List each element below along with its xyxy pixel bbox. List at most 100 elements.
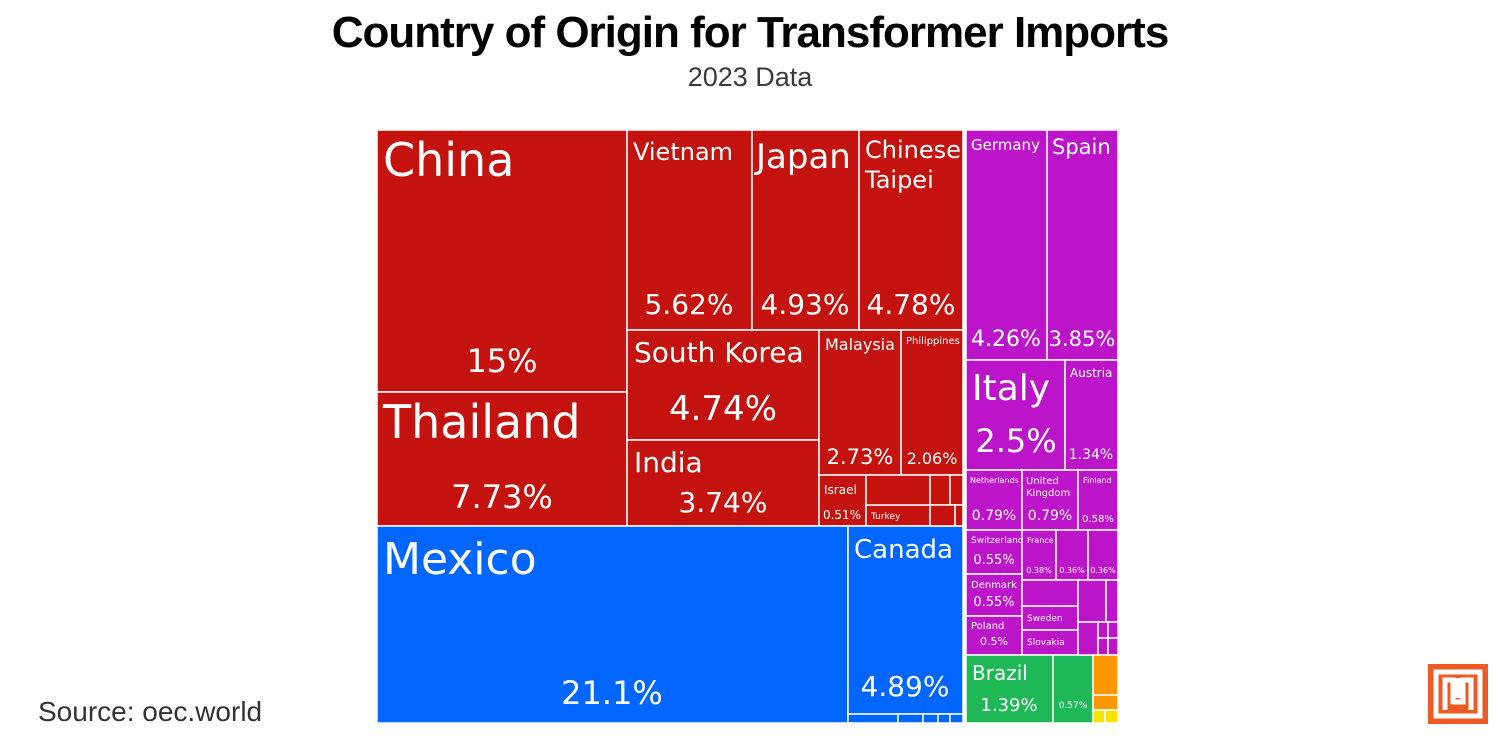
tile-label-poland: Poland bbox=[971, 621, 1004, 632]
tile-minor-africa-18 bbox=[1092, 654, 1119, 696]
tile-label-mexico: Mexico bbox=[383, 534, 537, 585]
tile-label-south-korea: South Korea bbox=[634, 336, 804, 369]
tile-value-philippines: 2.06% bbox=[907, 449, 958, 468]
tile-rect-netherlands bbox=[965, 469, 1023, 531]
tile-value-india: 3.74% bbox=[679, 486, 768, 519]
tile-sweden[interactable]: Sweden bbox=[1021, 605, 1079, 631]
tile-canada[interactable]: Canada 4.89% bbox=[847, 525, 964, 715]
tile-value-austria: 1.34% bbox=[1069, 447, 1113, 463]
tile-label-brazil: Brazil bbox=[972, 661, 1028, 685]
tile-minor-europe-14 bbox=[1097, 621, 1109, 639]
tile-rect-malaysia bbox=[818, 329, 902, 476]
tile-label-austria: Austria bbox=[1070, 366, 1112, 380]
tile-minor-europe-11 bbox=[1077, 579, 1107, 623]
tile-label-slovakia: Slovakia bbox=[1027, 638, 1065, 648]
tile-label-malaysia: Malaysia bbox=[825, 335, 895, 354]
tile-value-finland: 0.58% bbox=[1082, 514, 1114, 525]
tile-vietnam[interactable]: Vietnam 5.62% bbox=[626, 129, 753, 331]
tile-minor-asia-2 bbox=[949, 474, 964, 506]
tile-rect-south-korea bbox=[626, 329, 820, 441]
tile-rect-germany bbox=[965, 129, 1048, 361]
tile-israel[interactable]: Israel 0.51% bbox=[818, 474, 867, 527]
tile-thailand[interactable]: Thailand 7.73% bbox=[376, 391, 628, 527]
tile-value-europe-9: 0.36% bbox=[1059, 566, 1085, 575]
tile-rect-vietnam bbox=[626, 129, 753, 331]
tile-minor-europe-10 bbox=[1021, 579, 1079, 607]
tile-rect-austria bbox=[1064, 359, 1119, 471]
tile-minor-north_america-5 bbox=[847, 713, 899, 724]
tile-rect-china bbox=[376, 129, 628, 393]
tile-value-israel: 0.51% bbox=[823, 508, 861, 522]
tile-south-korea[interactable]: South Korea 4.74% bbox=[626, 329, 820, 441]
tile-rect-south_america-1 bbox=[1052, 654, 1094, 724]
tile-rect-spain bbox=[1046, 129, 1119, 361]
tile-value-netherlands: 0.79% bbox=[972, 508, 1016, 524]
tile-rect-india bbox=[626, 439, 820, 527]
tile-value-france: 0.38% bbox=[1026, 566, 1052, 575]
tile-value-denmark: 0.55% bbox=[973, 595, 1014, 610]
tile-value-japan: 4.93% bbox=[761, 288, 850, 321]
tile-south_america-1[interactable]: 0.57% bbox=[1052, 654, 1094, 724]
tile-minor-north_america-6 bbox=[897, 713, 924, 724]
tile-minor-europe-12 bbox=[1105, 579, 1119, 623]
chart-subtitle: 2023 Data bbox=[687, 62, 813, 92]
tile-rect-japan bbox=[751, 129, 860, 331]
tile-minor-oceania-20 bbox=[1092, 709, 1106, 724]
tile-label-israel: Israel bbox=[824, 483, 857, 497]
tile-turkey[interactable]: Turkey bbox=[865, 504, 931, 527]
tile-switzerland[interactable]: Switzerland 0.55% bbox=[965, 529, 1024, 575]
tile-minor-north_america-9 bbox=[949, 713, 964, 724]
tile-rect-mexico bbox=[376, 525, 849, 724]
tile-label-thailand: Thailand bbox=[382, 395, 581, 449]
tile-spain[interactable]: Spain 3.85% bbox=[1046, 129, 1119, 361]
tile-germany[interactable]: Germany 4.26% bbox=[965, 129, 1048, 361]
tile-minor-asia-4 bbox=[954, 504, 964, 527]
tile-rect-chinese-taipei bbox=[858, 129, 964, 331]
tile-label-denmark: Denmark bbox=[971, 580, 1017, 591]
tile-japan[interactable]: Japan 4.93% bbox=[751, 129, 860, 331]
tile-value-south-korea: 4.74% bbox=[669, 389, 777, 429]
tile-slovakia[interactable]: Slovakia bbox=[1021, 629, 1079, 656]
tile-label-vietnam: Vietnam bbox=[633, 138, 733, 166]
tile-label-netherlands: Netherlands bbox=[970, 476, 1019, 485]
tile-china[interactable]: China 15% bbox=[376, 129, 628, 393]
tile-label-france: France bbox=[1027, 536, 1054, 545]
tile-value-chinese-taipei: 4.78% bbox=[867, 288, 956, 321]
tile-brazil[interactable]: Brazil 1.39% bbox=[965, 654, 1054, 724]
tile-finland[interactable]: Finland 0.58% bbox=[1077, 469, 1119, 531]
tile-france[interactable]: France 0.38% bbox=[1021, 529, 1057, 581]
tile-value-brazil: 1.39% bbox=[980, 695, 1037, 716]
tile-italy[interactable]: Italy 2.5% bbox=[965, 359, 1066, 471]
tile-europe-10[interactable]: 0.36% bbox=[1087, 529, 1119, 581]
tile-value-italy: 2.5% bbox=[975, 422, 1056, 460]
tile-label-line2-united-kingdom: Kingdom bbox=[1026, 488, 1070, 499]
tile-value-switzerland: 0.55% bbox=[973, 553, 1014, 568]
tile-label-line2-chinese-taipei: Taipei bbox=[864, 166, 934, 194]
tile-austria[interactable]: Austria 1.34% bbox=[1064, 359, 1119, 471]
tile-denmark[interactable]: Denmark 0.55% bbox=[965, 573, 1023, 617]
tile-europe-9[interactable]: 0.36% bbox=[1055, 529, 1089, 581]
tile-value-poland: 0.5% bbox=[980, 635, 1008, 648]
tile-label-finland: Finland bbox=[1083, 476, 1112, 485]
tile-minor-europe-16 bbox=[1097, 637, 1109, 656]
tile-label-united-kingdom: United bbox=[1026, 476, 1059, 487]
tile-rect-switzerland bbox=[965, 529, 1023, 575]
tile-rect-canada bbox=[847, 525, 964, 715]
tile-poland[interactable]: Poland 0.5% bbox=[965, 615, 1023, 656]
tile-india[interactable]: India 3.74% bbox=[626, 439, 820, 527]
tile-mexico[interactable]: Mexico 21.1% bbox=[376, 525, 849, 724]
tile-label-turkey: Turkey bbox=[870, 512, 901, 522]
tile-netherlands[interactable]: Netherlands 0.79% bbox=[965, 469, 1023, 531]
tile-minor-asia-3 bbox=[929, 504, 956, 527]
tile-label-switzerland: Switzerland bbox=[971, 536, 1024, 546]
tile-malaysia[interactable]: Malaysia 2.73% bbox=[818, 329, 902, 476]
tile-minor-north_america-8 bbox=[937, 713, 951, 724]
tile-minor-europe-17 bbox=[1107, 637, 1119, 656]
tile-philippines[interactable]: Philippines 2.06% bbox=[900, 329, 964, 476]
tile-label-chinese-taipei: Chinese bbox=[865, 136, 961, 164]
tile-minor-africa-19 bbox=[1092, 694, 1119, 711]
publisher-logo-icon bbox=[1428, 664, 1488, 724]
tile-minor-north_america-7 bbox=[922, 713, 939, 724]
